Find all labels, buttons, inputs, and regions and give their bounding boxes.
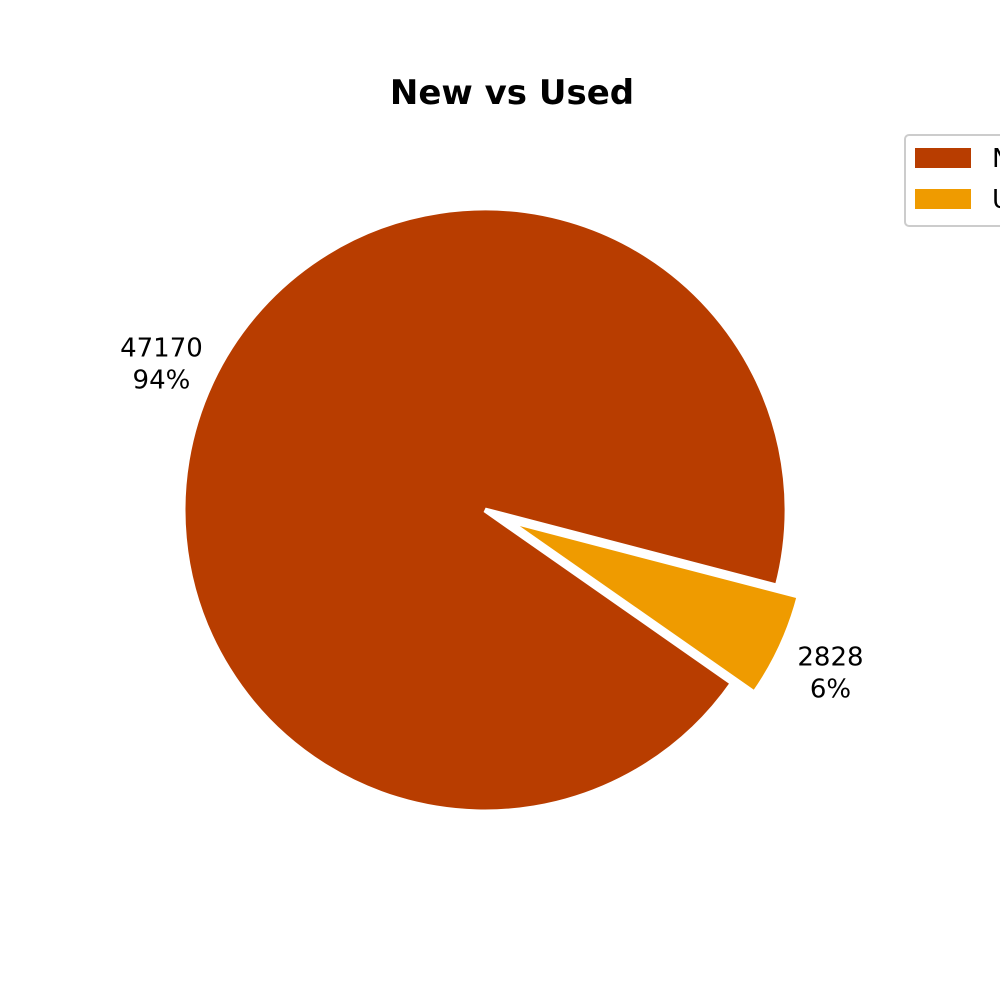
legend-label-new: New xyxy=(992,144,1000,174)
slice-value-label-used: 2828 xyxy=(797,642,863,672)
legend-label-used: Used xyxy=(992,185,1000,215)
legend-swatch-used xyxy=(915,189,971,209)
legend: New Used xyxy=(904,134,1000,227)
pie-slices xyxy=(180,205,803,815)
pie-slice-used xyxy=(505,517,803,697)
slice-value-label-new: 47170 xyxy=(120,334,203,364)
chart-title: New vs Used xyxy=(390,73,634,113)
pie-slice-new xyxy=(180,205,790,815)
slice-percent-label-new: 94% xyxy=(133,366,191,396)
slice-percent-label-used: 6% xyxy=(810,674,851,704)
legend-swatch-new xyxy=(915,148,971,168)
